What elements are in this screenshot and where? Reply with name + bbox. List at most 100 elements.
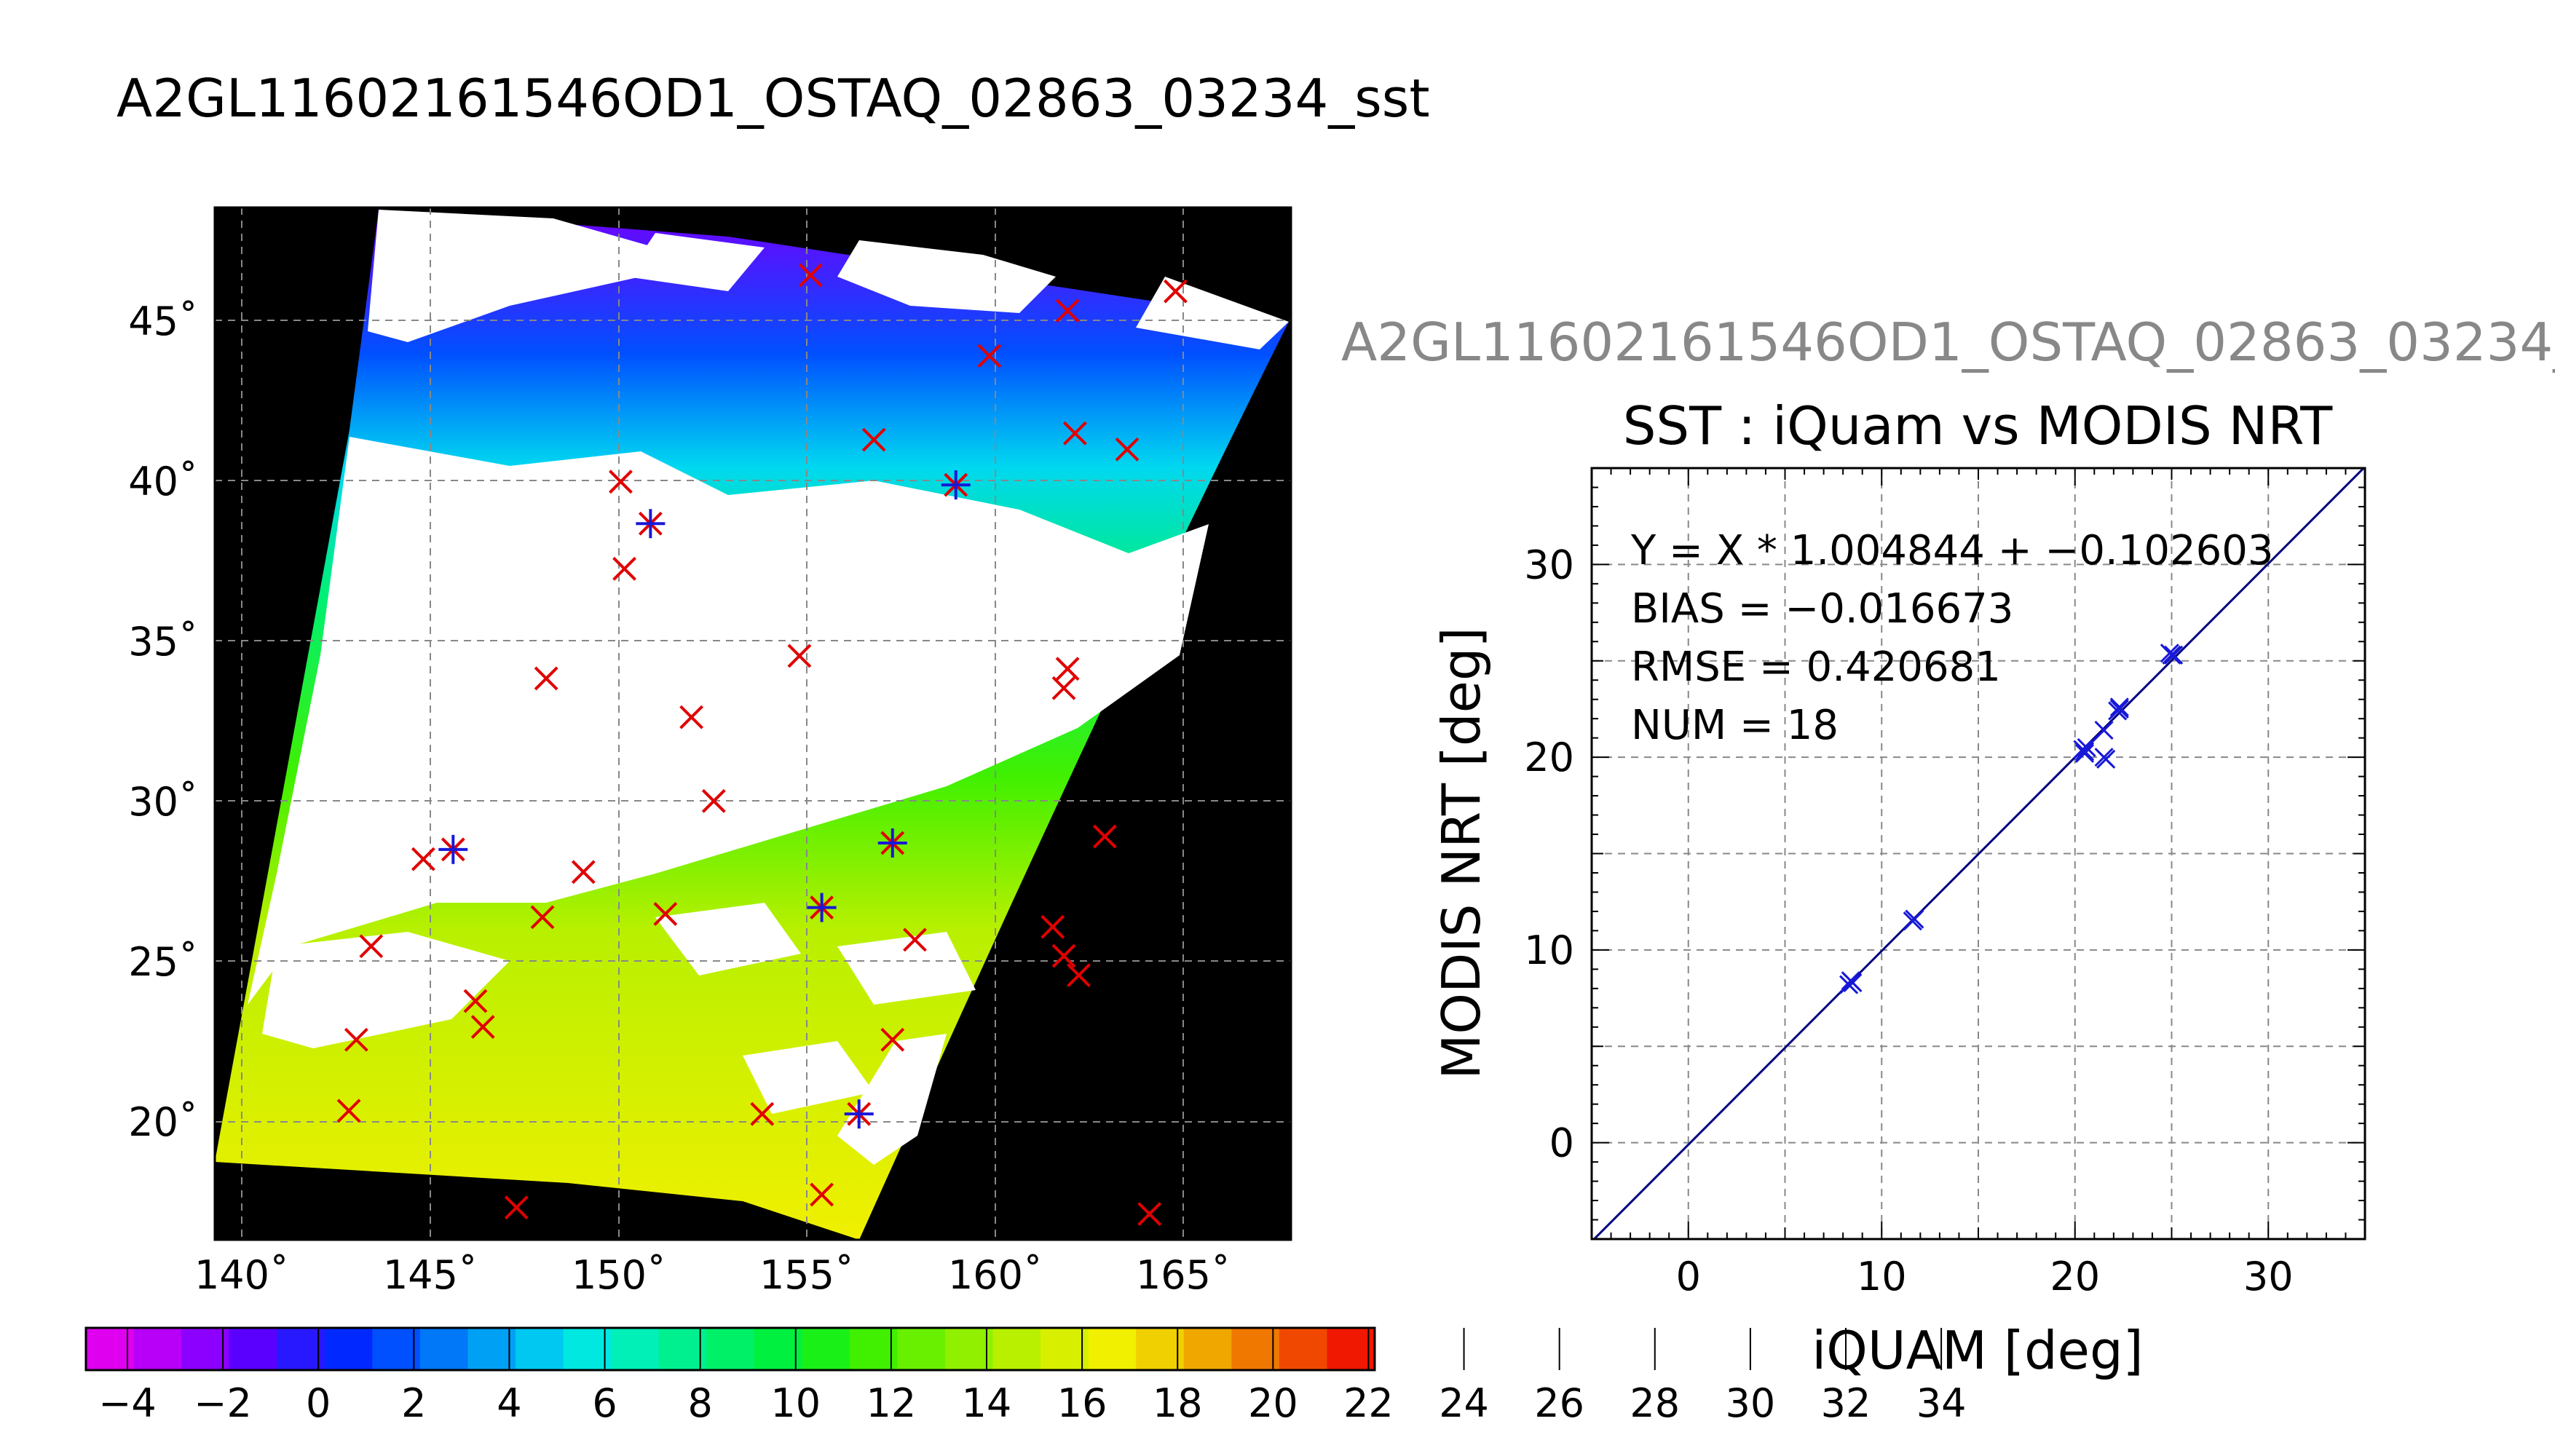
colorbar-swatch [849, 1328, 898, 1370]
lat-tick-label: 25˚ [128, 939, 198, 985]
used-matchup-marker [438, 834, 468, 864]
scatter-point [2162, 645, 2181, 665]
matchup-marker [1040, 914, 1065, 939]
colorbar-swatch [658, 1328, 707, 1370]
matchup-marker [571, 860, 596, 885]
y-tick-label: 10 [1524, 927, 1574, 973]
matchup-marker [1062, 421, 1087, 446]
cloud-mask [248, 210, 1289, 1165]
colorbar-tick-label: 12 [866, 1380, 917, 1426]
fit-line [1592, 468, 2365, 1239]
colorbar-swatch [1088, 1328, 1137, 1370]
colorbar-swatch [229, 1328, 277, 1370]
matchup-marker [977, 344, 1002, 368]
colorbar-swatch [1327, 1328, 1375, 1370]
lon-tick-label: 160˚ [948, 1252, 1043, 1298]
matchup-marker [504, 1195, 529, 1220]
map-lat-ticks: 20˚ 25˚ 30˚ 35˚ 40˚ 45˚ [128, 298, 198, 1145]
colorbar-tick-label: 30 [1726, 1380, 1776, 1426]
lon-tick-label: 165˚ [1136, 1252, 1231, 1298]
x-tick-label: 0 [1676, 1254, 1701, 1299]
colorbar-swatch [802, 1328, 850, 1370]
colorbar-tick-label: 14 [962, 1380, 1012, 1426]
scatter-x-ticks: 0 10 20 30 [1676, 1254, 2294, 1299]
colorbar-tick-labels: −4 −2 0 2 4 6 8 10 12 14 16 18 20 22 24 26 28 30 32 34 [98, 1380, 1966, 1426]
scatter-title: SST : iQuam vs MODIS NRT [1623, 395, 2334, 456]
matchup-marker [679, 705, 704, 729]
colorbar-tick-label: −2 [194, 1380, 252, 1426]
colorbar-swatch [133, 1328, 182, 1370]
colorbar-tick-label: 10 [770, 1380, 821, 1426]
matchup-marker [1051, 943, 1076, 968]
colorbar [84, 1326, 1943, 1372]
colorbar-swatch [754, 1328, 802, 1370]
scatter-point [2074, 742, 2095, 761]
lon-tick-label: 155˚ [759, 1252, 854, 1298]
colorbar-tick-label: −4 [98, 1380, 157, 1426]
colorbar-tick-label: 16 [1057, 1380, 1107, 1426]
colorbar-swatch [1183, 1328, 1232, 1370]
colorbar-swatch [277, 1328, 325, 1370]
colorbar-swatch [1136, 1328, 1185, 1370]
x-tick-label: 10 [1857, 1254, 1907, 1299]
scatter-xlabel: iQUAM [deg] [1812, 1320, 2144, 1381]
colorbar-swatch [181, 1328, 230, 1370]
matchup-marker [1137, 1202, 1162, 1226]
colorbar-tick-label: 32 [1821, 1380, 1871, 1426]
matchup-marker [1115, 437, 1140, 462]
stat-rmse: RMSE = 0.420681 [1631, 644, 2001, 691]
matchup-marker [787, 644, 812, 668]
y-tick-label: 0 [1549, 1120, 1574, 1166]
lat-tick-label: 30˚ [128, 779, 198, 825]
map-lon-ticks: 140˚ 145˚ 150˚ 155˚ 160˚ 165˚ [194, 1252, 1231, 1298]
matchup-marker [653, 902, 678, 926]
scatter-point [2094, 720, 2114, 740]
matchup-marker [1055, 298, 1080, 323]
matchup-markers [336, 263, 1188, 1226]
matchup-marker [359, 934, 384, 959]
colorbar-swatch [372, 1328, 421, 1370]
scatter-y-ticks: 0 10 20 30 [1524, 542, 1574, 1166]
scatter-point [2164, 645, 2184, 665]
scatter-point [1905, 909, 1924, 929]
used-matchup-marker [941, 470, 971, 500]
matchup-marker [880, 1027, 905, 1052]
used-matchup-marker [877, 828, 907, 858]
stat-num: NUM = 18 [1631, 702, 1839, 749]
matchup-marker [609, 470, 633, 494]
colorbar-swatch [992, 1328, 1041, 1370]
colorbar-tick-label: 26 [1534, 1380, 1584, 1426]
matchup-marker [861, 427, 886, 452]
scatter-ylabel: MODIS NRT [deg] [1431, 627, 1492, 1079]
used-matchup-marker [844, 1099, 874, 1129]
colorbar-swatch [897, 1328, 946, 1370]
lat-tick-label: 20˚ [128, 1099, 198, 1145]
colorbar-swatch [324, 1328, 373, 1370]
stat-bias: BIAS = −0.016673 [1631, 585, 2013, 633]
colorbar-tick-label: 6 [592, 1380, 617, 1426]
map-plot [213, 206, 1292, 1241]
matchup-marker [336, 1099, 361, 1123]
colorbar-swatch [467, 1328, 516, 1370]
scatter-point [2096, 749, 2116, 769]
scatter-points [1839, 644, 2184, 994]
matchup-marker [1067, 963, 1091, 988]
used-matchup-marker [807, 893, 837, 922]
colorbar-swatch [611, 1328, 660, 1370]
x-tick-label: 30 [2243, 1254, 2294, 1299]
colorbar-swatch [419, 1328, 468, 1370]
matchup-marker [530, 905, 555, 930]
matchup-marker [1092, 824, 1117, 849]
stat-fit-equation: Y = X * 1.004844 + −0.102603 [1630, 527, 2274, 574]
scatter-point [1839, 975, 1859, 994]
matchup-marker [463, 989, 488, 1013]
lat-tick-label: 45˚ [128, 298, 198, 344]
y-tick-label: 30 [1524, 542, 1574, 587]
lat-tick-label: 35˚ [128, 619, 198, 665]
colorbar-tick-label: 18 [1153, 1380, 1203, 1426]
colorbar-swatch [706, 1328, 755, 1370]
stats-box: Y = X * 1.004844 + −0.102603 BIAS = −0.0… [1630, 527, 2274, 749]
colorbar-tick-label: 2 [401, 1380, 426, 1426]
y-tick-label: 20 [1524, 735, 1574, 780]
matchup-marker [612, 556, 636, 581]
